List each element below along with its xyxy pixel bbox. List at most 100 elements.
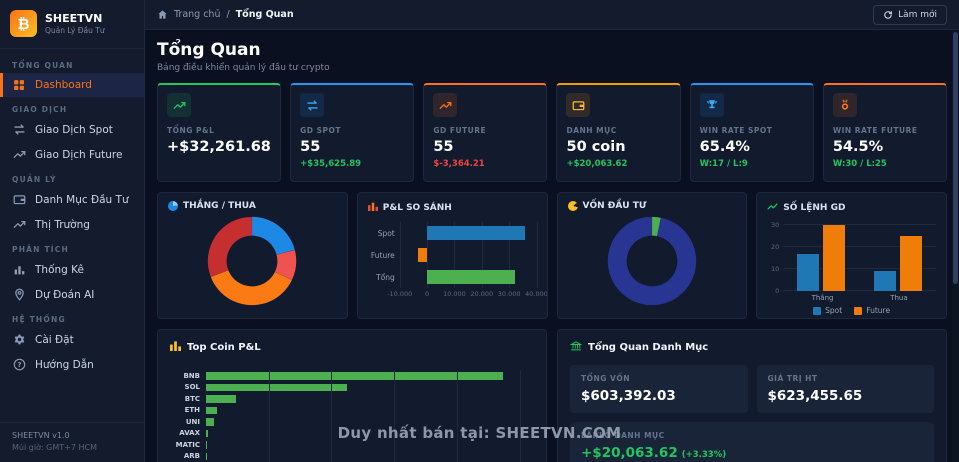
sidebar-item-giao-dich-spot[interactable]: Giao Dịch Spot	[0, 117, 144, 142]
portfolio-label: TỔNG VỐN	[581, 374, 630, 383]
legend-item-spot: Spot	[813, 306, 842, 315]
bar-bnb	[206, 372, 503, 380]
gridline	[481, 222, 483, 288]
legend-label: Spot	[825, 306, 843, 315]
page-title: Tổng Quan	[157, 40, 261, 60]
sidebar-item-thong-ke[interactable]: Thống Kê	[0, 257, 144, 282]
chart-card-pnl-compare: P&L SO SÁNH Spot Future Tổng -10.000 0 10.000…	[356, 192, 548, 319]
chart-title-pnl-compare: P&L SO SÁNH	[382, 202, 452, 213]
stat-card-win-rate-future: WIN RATE FUTURE 54.5% W:30 / L:25	[822, 83, 947, 182]
legend-swatch	[854, 306, 863, 315]
stat-label: GD SPOT	[300, 126, 342, 135]
stat-value: +$32,261.68	[167, 139, 271, 155]
sidebar-item-thi-truong[interactable]: Thị Trường	[0, 212, 144, 237]
bars-icon	[12, 263, 26, 276]
trend-icon	[12, 148, 26, 161]
bar-spot	[427, 226, 525, 240]
gridline	[783, 290, 936, 291]
capital-donut-chart	[568, 211, 737, 311]
home-icon[interactable]	[157, 9, 168, 20]
nav-section-label: HỆ THỐNG	[12, 315, 66, 324]
sidebar-item-danh-muc-au-tu[interactable]: Danh Mục Đầu Tư	[0, 187, 144, 212]
sidebar-item-label: Giao Dịch Future	[35, 148, 123, 161]
sidebar-item-dashboard[interactable]: Dashboard	[0, 73, 144, 97]
scrollbar-thumb[interactable]	[953, 32, 958, 284]
chart-card-capital: VỐN ĐẦU TƯ	[556, 192, 748, 319]
coin-icon	[567, 201, 578, 211]
gridline	[536, 222, 538, 288]
portfolio-box-pnl: LÃI/LỖ DANH MỤC +$20,063.62 (+3.33%)	[570, 422, 934, 462]
gridline	[394, 370, 396, 462]
bar-row	[206, 451, 534, 462]
refresh-button[interactable]: Làm mới	[873, 4, 947, 25]
axis-category-label: UNI	[185, 417, 200, 426]
bar-future-thang	[823, 225, 846, 291]
top-coin-card: Top Coin P&L BNB SOL BTC ETH UNI AVAX MATIC ARB…	[157, 329, 547, 462]
wallet-icon	[566, 93, 591, 117]
bar-row	[206, 416, 534, 428]
bar-btc	[206, 395, 236, 403]
sidebar-item-cai-at[interactable]: Cài Đặt	[0, 327, 144, 352]
portfolio-grid: TỔNG VỐN $603,392.03 GIÁ TRỊ HT $623,455…	[570, 365, 934, 462]
sidebar-item-label: Dự Đoán AI	[35, 288, 95, 301]
legend-item-future: Future	[854, 306, 890, 315]
axis-category-label: MATIC	[175, 440, 200, 449]
chart-title-orders: SỐ LỆNH GD	[783, 203, 846, 213]
sidebar-item-label: Giao Dịch Spot	[35, 123, 113, 136]
axis-tick-label: 40.000	[525, 290, 548, 298]
bar-row	[206, 370, 534, 382]
bar-chart-yellow-icon	[170, 340, 181, 354]
main-area: Trang chủ / Tổng Quan Làm mới Tổng Quan …	[145, 0, 959, 462]
sidebar-item-du-oan-ai[interactable]: Dự Đoán AI	[0, 282, 144, 307]
app-name: SHEETVN	[45, 12, 103, 26]
sidebar-item-label: Thị Trường	[35, 218, 90, 231]
stat-value: 54.5%	[832, 139, 884, 155]
app-timezone: Múi giờ: GMT+7 HCM	[12, 443, 97, 452]
bar-sol	[206, 383, 347, 391]
axis-category-label: SOL	[184, 383, 200, 392]
stat-card-gd-spot: GD SPOT 55 +$35,625.89	[290, 83, 415, 182]
pin-icon	[12, 288, 26, 301]
scrollbar-track[interactable]	[952, 30, 959, 462]
portfolio-pnl-value: +$20,063.62 (+3.33%)	[581, 445, 727, 461]
swap-icon	[12, 123, 26, 136]
chart-legend: Spot Future	[767, 306, 936, 315]
stat-sub: $-3,364.21	[433, 159, 485, 169]
stat-label: GD FUTURE	[433, 126, 487, 135]
axis-tick-label: 30	[770, 221, 780, 230]
breadcrumb-separator: /	[226, 9, 230, 20]
bar-row	[206, 428, 534, 440]
stat-value: 50 coin	[566, 139, 626, 155]
sidebar-item-label: Hướng Dẫn	[35, 358, 94, 371]
chart-title-win-loss: THẮNG / THUA	[183, 201, 256, 211]
stat-card-danh-muc: DANH MỤC 50 coin +$20,063.62	[556, 83, 681, 182]
sidebar-item-giao-dich-future[interactable]: Giao Dịch Future	[0, 142, 144, 167]
stat-value: 65.4%	[699, 139, 750, 155]
page-content: Tổng Quan Bảng điều khiển quản lý đầu tư…	[145, 30, 959, 462]
portfolio-value: $603,392.03	[581, 388, 676, 404]
stat-sub: W:17 / L:9	[699, 159, 748, 169]
portfolio-box-total-capital: TỔNG VỐN $603,392.03	[570, 365, 748, 413]
bar-row	[400, 266, 537, 288]
axis-category-label: ARB	[183, 452, 200, 461]
sidebar-item-huong-dan[interactable]: ? Hướng Dẫn	[0, 352, 144, 377]
stat-card-gd-future: GD FUTURE 55 $-3,364.21	[423, 83, 548, 182]
pie-chart-icon	[168, 201, 178, 211]
top-coin-bar-chart: BNBSOLBTCETHUNIAVAXMATICARBATOM	[170, 370, 534, 462]
axis-category-label: Tổng	[376, 272, 395, 282]
axis-category-label: BTC	[184, 394, 200, 403]
win-loss-donut-chart	[168, 211, 337, 311]
stat-label: TỔNG P&L	[167, 126, 215, 135]
app-logo[interactable]: ₿ SHEETVN Quản Lý Đầu Tư	[0, 0, 144, 49]
axis-tick-label: 0	[775, 287, 780, 295]
trend-icon	[433, 93, 458, 117]
breadcrumb-home[interactable]: Trang chủ	[174, 9, 221, 20]
axis-tick-label: 10	[770, 265, 780, 274]
refresh-label: Làm mới	[898, 9, 937, 20]
app-tagline: Quản Lý Đầu Tư	[45, 25, 105, 35]
page-subtitle: Bảng điều khiển quản lý đầu tư crypto	[157, 63, 330, 73]
pnl-compare-bar-chart: Spot Future Tổng -10.000 0 10.000 20.000 30.000…	[368, 222, 547, 299]
axis-category-label: Spot	[377, 228, 395, 238]
nav-section-label: QUẢN LÝ	[12, 175, 57, 184]
